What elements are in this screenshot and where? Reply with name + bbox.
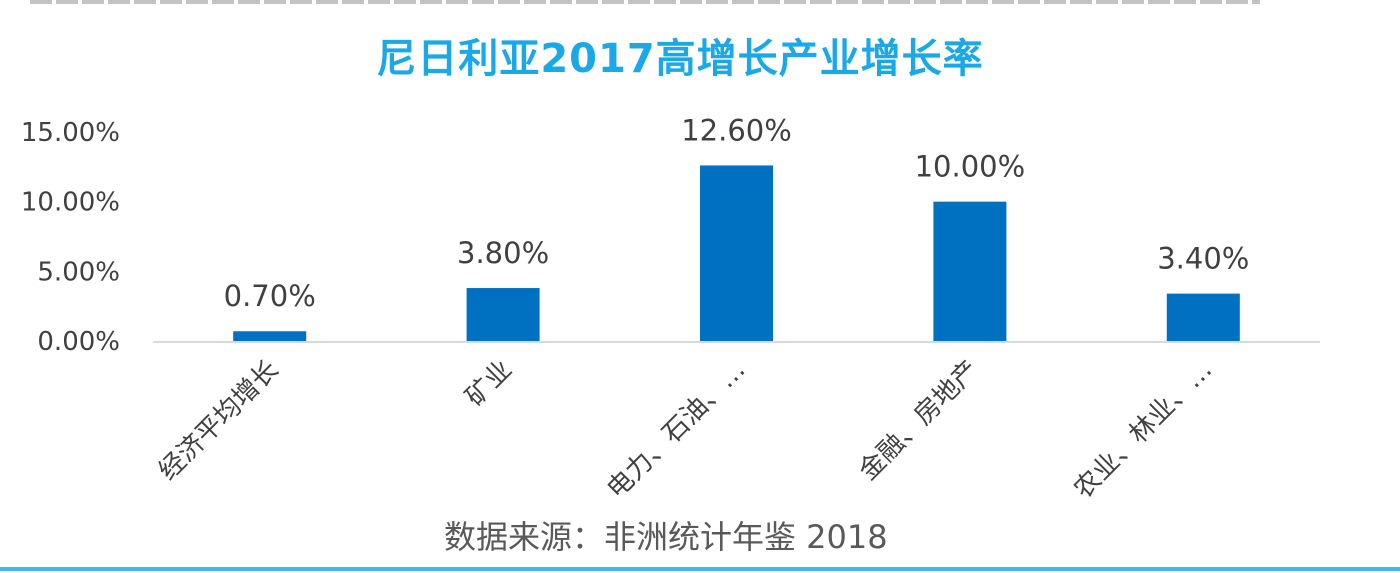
data-labels: 0.70% 3.80% 12.60% 10.00% 3.40% (224, 113, 1250, 313)
y-tick-label: 0.00% (37, 327, 120, 357)
data-label: 0.70% (224, 279, 316, 313)
bar (933, 201, 1007, 341)
category-labels: 经济平均增长 矿业 电力、石油、… 金融、房地产 农业、林业、… (153, 355, 1218, 505)
data-label: 3.40% (1157, 242, 1249, 276)
y-tick-label: 15.00% (21, 118, 120, 148)
x-tick-label: 电力、石油、… (602, 355, 752, 505)
x-tick-label: 农业、林业、… (1068, 355, 1218, 505)
cropped-text-line (30, 0, 1260, 4)
x-tick-label: 矿业 (460, 355, 518, 413)
y-axis-ticks: 0.00% 5.00% 10.00% 15.00% (21, 118, 120, 357)
bar (700, 165, 773, 341)
bar (466, 288, 540, 341)
y-tick-label: 10.00% (21, 188, 120, 218)
data-label: 12.60% (681, 113, 792, 147)
bars (233, 165, 1240, 341)
x-tick-label: 经济平均增长 (153, 355, 285, 487)
bar (1166, 293, 1240, 341)
chart-title: 尼日利亚2017高增长产业增长率 (376, 36, 984, 82)
data-label: 3.80% (457, 236, 549, 270)
bottom-rule (0, 567, 1400, 571)
x-tick-label: 金融、房地产 (853, 355, 985, 487)
data-label: 10.00% (915, 150, 1026, 184)
y-tick-label: 5.00% (37, 257, 120, 287)
bar (233, 331, 307, 341)
source-note: 数据来源：非洲统计年鉴 2018 (444, 518, 888, 556)
